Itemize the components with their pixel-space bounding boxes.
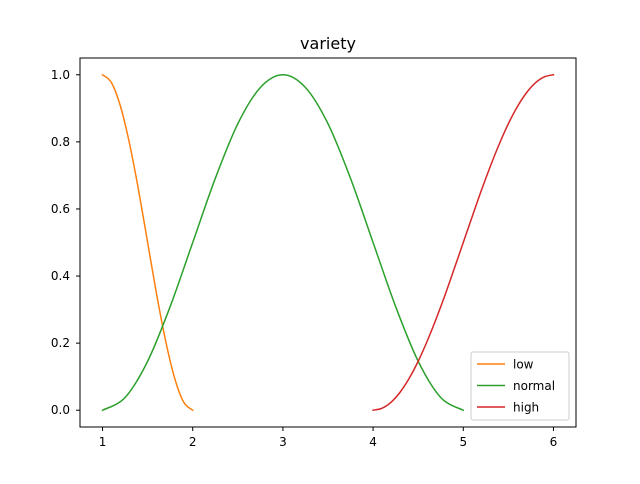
series-line-high	[372, 73, 555, 412]
legend-label-normal: normal	[513, 379, 555, 393]
series-layer	[101, 73, 555, 412]
x-tick-label: 6	[550, 435, 558, 449]
series-line-low	[101, 73, 194, 412]
legend-box	[470, 351, 570, 421]
x-tick-label: 1	[99, 435, 107, 449]
y-tick-label: 0.6	[51, 202, 70, 216]
y-tick-label: 0.4	[51, 269, 70, 283]
legend-label-high: high	[513, 401, 539, 415]
x-axis: 1 2 3 4 5 6	[99, 427, 558, 449]
x-tick-label: 2	[189, 435, 197, 449]
y-tick-label: 0.8	[51, 135, 70, 149]
x-tick-label: 5	[459, 435, 467, 449]
x-tick-label: 4	[369, 435, 377, 449]
x-tick-label: 3	[279, 435, 287, 449]
y-tick-label: 1.0	[51, 68, 70, 82]
legend: low normal high	[470, 351, 570, 421]
axes-frame	[79, 57, 577, 428]
y-tick-label: 0.2	[51, 336, 70, 350]
legend-label-low: low	[513, 358, 534, 372]
y-tick-label: 0.0	[51, 403, 70, 417]
series-line-normal	[101, 74, 465, 412]
y-axis: 0.0 0.2 0.4 0.6 0.8 1.0	[51, 68, 80, 417]
chart-title: variety	[300, 34, 356, 53]
